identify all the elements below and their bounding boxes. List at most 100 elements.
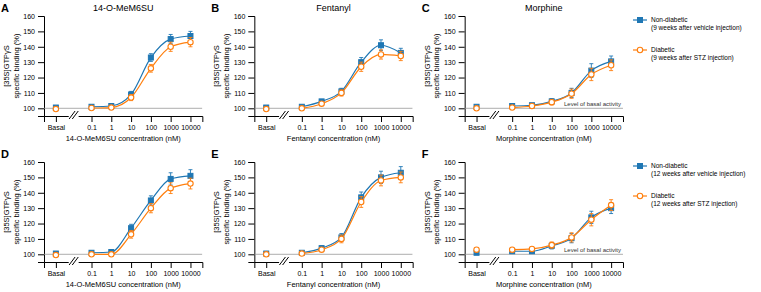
- error-bar: [129, 230, 133, 238]
- error-bar: [188, 38, 192, 47]
- x-tick-mark: [190, 116, 191, 122]
- x-tick-mark: [611, 262, 612, 268]
- data-point: [608, 63, 613, 68]
- data-point: [379, 43, 384, 48]
- axis-break-slash: [279, 257, 285, 265]
- data-point: [378, 52, 383, 57]
- x-tick-label: 0.1: [297, 124, 307, 131]
- y-tick-label: 130: [444, 205, 456, 212]
- y-tick-label: 140: [23, 44, 35, 51]
- axis-break-slash: [283, 257, 289, 265]
- error-bar: [169, 42, 173, 51]
- y-tick-label: 110: [444, 236, 455, 243]
- data-point: [89, 105, 94, 110]
- y-tick: 140: [234, 44, 255, 51]
- axis-break-slash: [72, 111, 78, 119]
- data-point: [398, 175, 403, 180]
- y-tick-label: 140: [444, 190, 456, 197]
- axis-break: [69, 257, 79, 265]
- x-tick-mark: [512, 262, 513, 268]
- axis-break: [279, 257, 289, 265]
- x-axis: Basal0.1110100100010000: [255, 257, 413, 277]
- series-line: [92, 184, 191, 255]
- panel-label: F: [422, 148, 429, 160]
- x-tick-label: 100: [146, 124, 158, 131]
- x-tick-mark: [151, 116, 152, 122]
- y-tick-label: 150: [23, 28, 35, 35]
- error-bar: [550, 99, 554, 105]
- y-tick-label: 100: [234, 251, 246, 258]
- y-tick: 110: [24, 236, 44, 243]
- y-tick: 100: [234, 105, 255, 112]
- y-tick-mark: [38, 177, 44, 178]
- x-tick-label: 10: [548, 270, 556, 277]
- x-axis-line: [45, 263, 203, 269]
- axis-break: [279, 111, 289, 119]
- x-tick: 100: [356, 262, 368, 277]
- x-axis: Basal0.1110100100010000: [255, 111, 413, 131]
- y-tick-label: 140: [234, 190, 246, 197]
- axis-break-slash: [493, 111, 499, 119]
- data-point: [109, 252, 114, 257]
- axis-break-slash: [72, 257, 78, 265]
- x-tick: 1000: [374, 262, 390, 277]
- chart-container: 100110120130140150160Basal0.111010010001…: [0, 0, 761, 292]
- x-tick-mark: [131, 116, 132, 122]
- error-bar: [169, 183, 173, 194]
- error-bar: [570, 234, 574, 243]
- text-line: specific binding (%): [222, 179, 231, 245]
- text-line: Diabetic: [651, 46, 675, 53]
- error-bar: [379, 40, 383, 51]
- error-bar: [609, 60, 613, 71]
- x-axis-line: [465, 117, 623, 123]
- text-line: [35S]GTPγS: [212, 191, 221, 233]
- x-tick: Basal: [258, 116, 276, 131]
- y-tick: 120: [444, 74, 465, 81]
- axis-break-slash: [490, 257, 496, 265]
- x-tick-label: Basal: [258, 124, 276, 131]
- x-tick: 10000: [181, 262, 201, 277]
- x-tick-mark: [477, 116, 478, 122]
- y-tick: 110: [234, 90, 254, 97]
- x-tick: 10000: [392, 262, 412, 277]
- y-tick-mark: [248, 239, 254, 240]
- axis-break-slash: [279, 111, 285, 119]
- data-point: [589, 72, 594, 77]
- y-tick-label: 150: [234, 174, 246, 181]
- x-tick-label: 10000: [602, 124, 622, 131]
- y-tick-label: 160: [444, 13, 456, 20]
- data-point: [168, 37, 173, 42]
- x-tick-label: 1: [110, 124, 114, 131]
- y-tick-mark: [459, 177, 465, 178]
- plot-area: [254, 40, 412, 112]
- y-axis-line: [248, 163, 255, 263]
- legend-symbol-marker: [638, 18, 643, 23]
- y-axis-line: [38, 163, 45, 263]
- y-tick: 150: [444, 28, 465, 35]
- data-point: [549, 243, 554, 248]
- y-tick-mark: [38, 31, 44, 32]
- y-tick-label: 100: [234, 105, 246, 112]
- y-axis-title: [35S]GTPγSspecific binding (%): [2, 33, 21, 99]
- legend-entry: Diabetic(9 weeks after STZ injection): [633, 46, 734, 62]
- x-tick: 1000: [374, 116, 390, 131]
- x-tick-mark: [322, 116, 323, 122]
- x-tick-label: 1000: [163, 270, 179, 277]
- x-tick-mark: [131, 262, 132, 268]
- x-axis: Basal0.1110100100010000: [45, 257, 203, 277]
- x-tick-label: Basal: [48, 270, 66, 277]
- x-tick-mark: [512, 116, 513, 122]
- data-point: [128, 95, 133, 100]
- x-tick-mark: [341, 116, 342, 122]
- y-tick: 120: [234, 220, 255, 227]
- x-tick-label: 1: [320, 124, 324, 131]
- text-line: Non-diabetic: [651, 162, 688, 169]
- plot-area: [254, 167, 412, 257]
- plot-area: [465, 56, 623, 111]
- series-line: [512, 205, 611, 250]
- x-tick: Basal: [48, 116, 66, 131]
- x-tick: 0.1: [297, 116, 307, 131]
- basal-line: [465, 254, 623, 255]
- y-tick-mark: [38, 16, 44, 17]
- y-axis: 100110120130140150160: [23, 13, 44, 117]
